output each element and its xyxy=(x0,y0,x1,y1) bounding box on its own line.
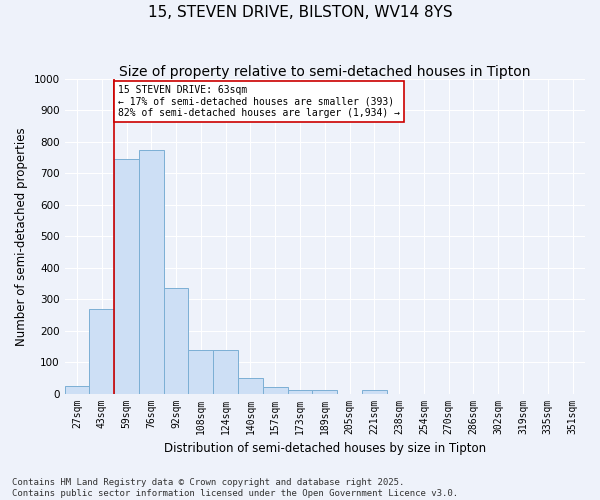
Bar xyxy=(65,386,89,394)
Bar xyxy=(238,378,263,394)
Bar xyxy=(89,308,114,394)
Bar xyxy=(263,388,287,394)
Y-axis label: Number of semi-detached properties: Number of semi-detached properties xyxy=(15,127,28,346)
Bar xyxy=(287,390,313,394)
Text: Contains HM Land Registry data © Crown copyright and database right 2025.
Contai: Contains HM Land Registry data © Crown c… xyxy=(12,478,458,498)
Text: 15 STEVEN DRIVE: 63sqm
← 17% of semi-detached houses are smaller (393)
82% of se: 15 STEVEN DRIVE: 63sqm ← 17% of semi-det… xyxy=(118,86,400,118)
Text: 15, STEVEN DRIVE, BILSTON, WV14 8YS: 15, STEVEN DRIVE, BILSTON, WV14 8YS xyxy=(148,5,452,20)
Bar xyxy=(213,350,238,394)
Bar xyxy=(114,159,139,394)
X-axis label: Distribution of semi-detached houses by size in Tipton: Distribution of semi-detached houses by … xyxy=(164,442,486,455)
Bar xyxy=(139,150,164,394)
Bar xyxy=(164,288,188,394)
Bar xyxy=(313,390,337,394)
Title: Size of property relative to semi-detached houses in Tipton: Size of property relative to semi-detach… xyxy=(119,65,530,79)
Bar xyxy=(362,390,387,394)
Bar xyxy=(188,350,213,394)
